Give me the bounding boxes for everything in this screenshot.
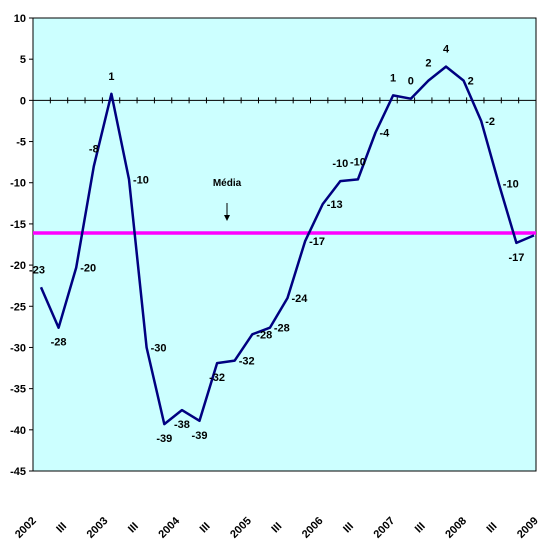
y-tick-label: -25 [10,301,26,313]
y-tick-label: -35 [10,384,26,396]
data-label: 4 [443,44,450,56]
x-tick-label: 2007 [372,515,398,541]
data-label: -24 [292,293,309,305]
data-label: -8 [89,143,99,155]
x-tick-label: 2004 [156,514,182,540]
x-tick-label: 2009 [515,515,538,541]
y-tick-label: 5 [20,54,26,66]
data-label: -17 [309,236,325,248]
x-tick-label: 2003 [85,515,111,541]
data-label: -2 [485,116,495,128]
x-tick-label: III [413,520,428,535]
data-label: -23 [29,264,45,276]
data-label: -32 [209,372,225,384]
data-label: -38 [174,419,190,431]
x-tick-label: 2002 [13,515,39,541]
plot-area [32,17,537,472]
y-axis: 10 5 0 -5 -10 -15 -20 -25 -30 -35 -40 -45 [10,13,33,478]
x-tick-label: III [198,520,213,535]
data-labels: -23-28-20-81-10-30-39-38-39-32-32-28-28-… [29,44,524,446]
y-tick-label: -5 [16,137,26,149]
data-label: -13 [327,199,343,211]
data-label: -10 [350,156,366,168]
y-tick-label: 10 [14,13,26,25]
data-label: -10 [503,179,519,191]
mean-annotation: Média [213,178,242,221]
data-label: -10 [332,158,348,170]
x-tick-label: III [269,520,284,535]
y-tick-label: -20 [10,260,26,272]
mean-annotation-label: Média [213,178,242,189]
data-label: -4 [380,128,391,140]
x-tick-label: 2008 [443,515,469,541]
data-label: -39 [192,430,208,442]
data-label: -17 [508,252,524,264]
data-label: -28 [274,323,290,335]
data-label: 2 [425,58,431,70]
x-tick-label: 2006 [300,515,326,541]
x-tick-label: 2005 [228,515,254,541]
x-tick-label: III [54,520,69,535]
data-label: -20 [80,263,96,275]
data-label: 0 [408,76,414,88]
y-tick-label: -40 [10,425,26,437]
data-label: -30 [151,343,167,355]
y-tick-label: -10 [10,178,26,190]
data-label: -28 [51,337,67,349]
data-label: -10 [133,174,149,186]
x-tick-label: III [485,520,500,535]
x-tick-label: III [126,520,141,535]
mean-annotation-arrow-head [224,215,230,221]
data-label: -32 [239,356,255,368]
data-label: 2 [468,76,474,88]
data-label: -28 [256,329,272,341]
data-label: 1 [108,71,114,83]
series-line [39,65,535,426]
y-tick-label: -30 [10,342,26,354]
x-tick-label: III [341,520,356,535]
y-tick-label: -15 [10,219,26,231]
data-label: 1 [390,72,396,84]
data-label: -39 [156,433,172,445]
y-tick-label: 0 [20,95,26,107]
y-tick-label: -45 [10,466,26,478]
